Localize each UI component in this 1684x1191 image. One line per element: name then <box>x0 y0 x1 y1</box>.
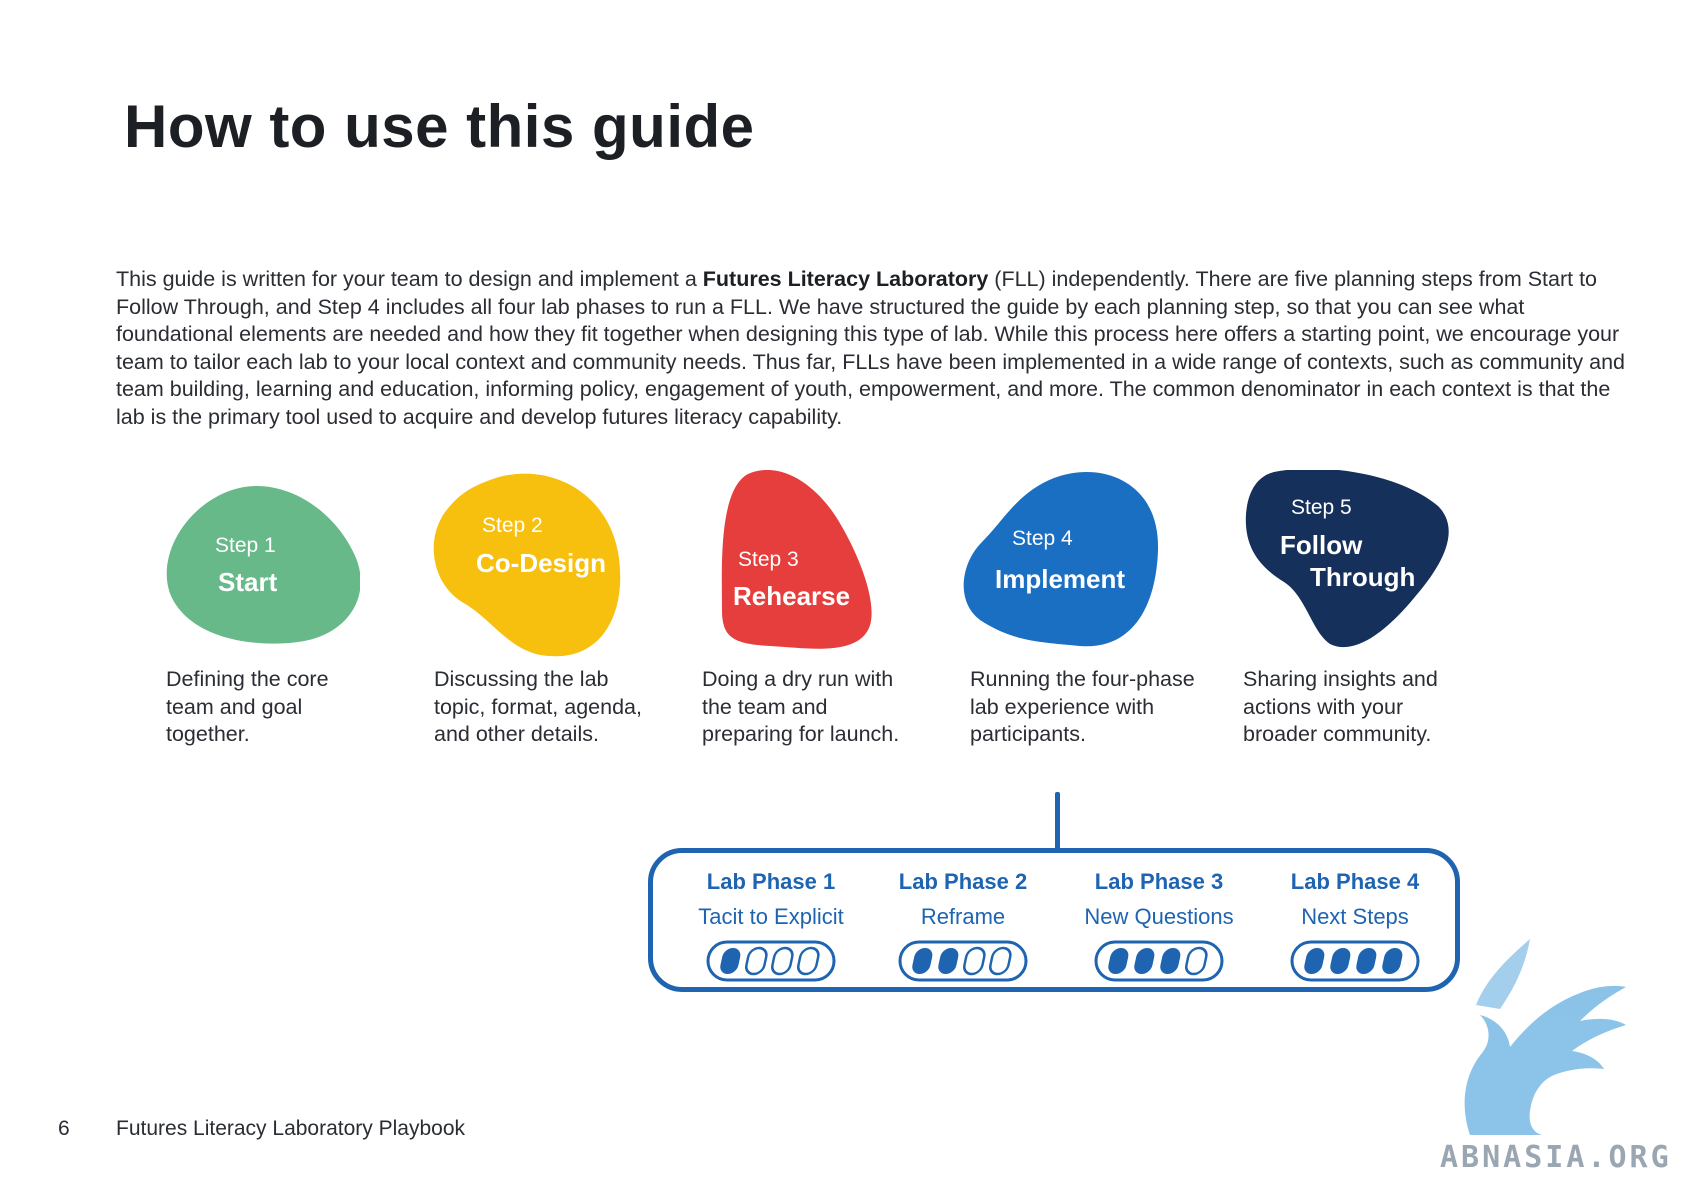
progress-dot-empty <box>744 946 768 976</box>
step-2-description: Discussing the lab topic, format, agenda… <box>434 667 642 747</box>
step-3: Step 3 Rehearse Doing a dry run with the… <box>702 470 978 770</box>
step-1-number: Step 1 <box>215 534 276 557</box>
lab-phase-3-subtitle: New Questions <box>1084 904 1234 929</box>
progress-dot-filled <box>1330 948 1351 974</box>
lab-phase-2-title: Lab Phase 2 <box>898 869 1028 894</box>
lab-phase-4-title: Lab Phase 4 <box>1290 869 1420 894</box>
lab-phase-1-subtitle: Tacit to Explicit <box>698 904 844 929</box>
step-5-name-line2: Through <box>1310 562 1416 592</box>
lab-phase-2: Lab Phase 2 Reframe <box>865 869 1061 983</box>
progress-dot-filled <box>1356 948 1377 974</box>
footer-title: Futures Literacy Laboratory Playbook <box>116 1117 466 1140</box>
progress-dot-filled <box>938 948 959 974</box>
step-2: Step 2 Co-Design Discussing the lab topi… <box>428 470 688 770</box>
step-5-name-line1: Follow <box>1280 530 1363 560</box>
lab-phase-3-title: Lab Phase 3 <box>1094 869 1224 894</box>
step-4-description: Running the four-phase lab experience wi… <box>970 667 1195 747</box>
step-4-connector-line <box>1055 792 1060 850</box>
progress-dot-empty <box>770 946 794 976</box>
lab-phases-box: Lab Phase 1 Tacit to Explicit Lab Phase … <box>648 848 1460 992</box>
step-4-number: Step 4 <box>1012 527 1073 550</box>
lab-phase-1-title: Lab Phase 1 <box>706 869 836 894</box>
step-4-blob <box>963 471 1159 647</box>
progress-capsule-outline <box>898 940 1028 982</box>
lab-phase-2-subtitle: Reframe <box>920 904 1006 929</box>
intro-bold-term: Futures Literacy Laboratory <box>702 267 989 291</box>
progress-dot-filled <box>1382 948 1403 974</box>
step-3-blob <box>721 470 872 649</box>
step-5-blob <box>1245 470 1449 648</box>
phase-progress-icon <box>1290 940 1420 982</box>
step-4-name: Implement <box>995 564 1126 594</box>
intro-text-start: This guide is written for your team to d… <box>116 267 703 291</box>
phase-progress-icon <box>898 940 1028 982</box>
step-2-name: Co-Design <box>476 548 606 578</box>
step-5: Step 5 Follow Through Sharing insights a… <box>1243 470 1504 770</box>
step-2-number: Step 2 <box>482 514 543 537</box>
step-1-blob <box>166 486 360 644</box>
progress-dot-filled <box>720 948 741 974</box>
lab-phase-4: Lab Phase 4 Next Steps <box>1257 869 1453 983</box>
phase-progress-icon <box>706 940 836 982</box>
step-1-description: Defining the core team and goal together… <box>166 667 329 747</box>
progress-dot-empty <box>796 946 820 976</box>
step-4: Step 4 Implement Running the four-phase … <box>962 470 1222 770</box>
step-2-blob <box>433 473 621 657</box>
intro-text-end: (FLL) independently. There are five plan… <box>116 267 1626 429</box>
progress-dot-empty <box>988 946 1012 976</box>
page-number: 6 <box>58 1117 70 1140</box>
progress-capsule-outline <box>706 940 836 982</box>
lab-phase-4-subtitle: Next Steps <box>1301 904 1409 929</box>
watermark-text: ABNASIA.ORG <box>1440 1140 1672 1175</box>
page-title: How to use this guide <box>124 93 755 160</box>
step-3-number: Step 3 <box>738 548 799 571</box>
lab-phase-3: Lab Phase 3 New Questions <box>1061 869 1257 983</box>
progress-dot-empty <box>1184 946 1208 976</box>
step-5-number: Step 5 <box>1291 496 1352 519</box>
step-5-description: Sharing insights and actions with your b… <box>1243 667 1438 747</box>
progress-capsule-outline <box>1094 940 1224 982</box>
step-3-name: Rehearse <box>733 581 851 611</box>
progress-dot-empty <box>962 946 986 976</box>
step-1: Step 1 Start Defining the core team and … <box>160 470 420 770</box>
progress-dot-filled <box>1134 948 1155 974</box>
step-3-description: Doing a dry run with the team and prepar… <box>702 667 900 747</box>
griffin-mascot-icon <box>1464 939 1626 1135</box>
progress-dot-filled <box>1304 948 1325 974</box>
lab-phase-1: Lab Phase 1 Tacit to Explicit <box>673 869 869 983</box>
progress-dot-filled <box>1160 948 1181 974</box>
intro-paragraph: This guide is written for your team to d… <box>116 266 1640 432</box>
progress-dot-filled <box>912 948 933 974</box>
progress-dot-filled <box>1108 948 1129 974</box>
progress-capsule-outline <box>1290 940 1420 982</box>
step-1-name: Start <box>218 567 278 597</box>
phase-progress-icon <box>1094 940 1224 982</box>
